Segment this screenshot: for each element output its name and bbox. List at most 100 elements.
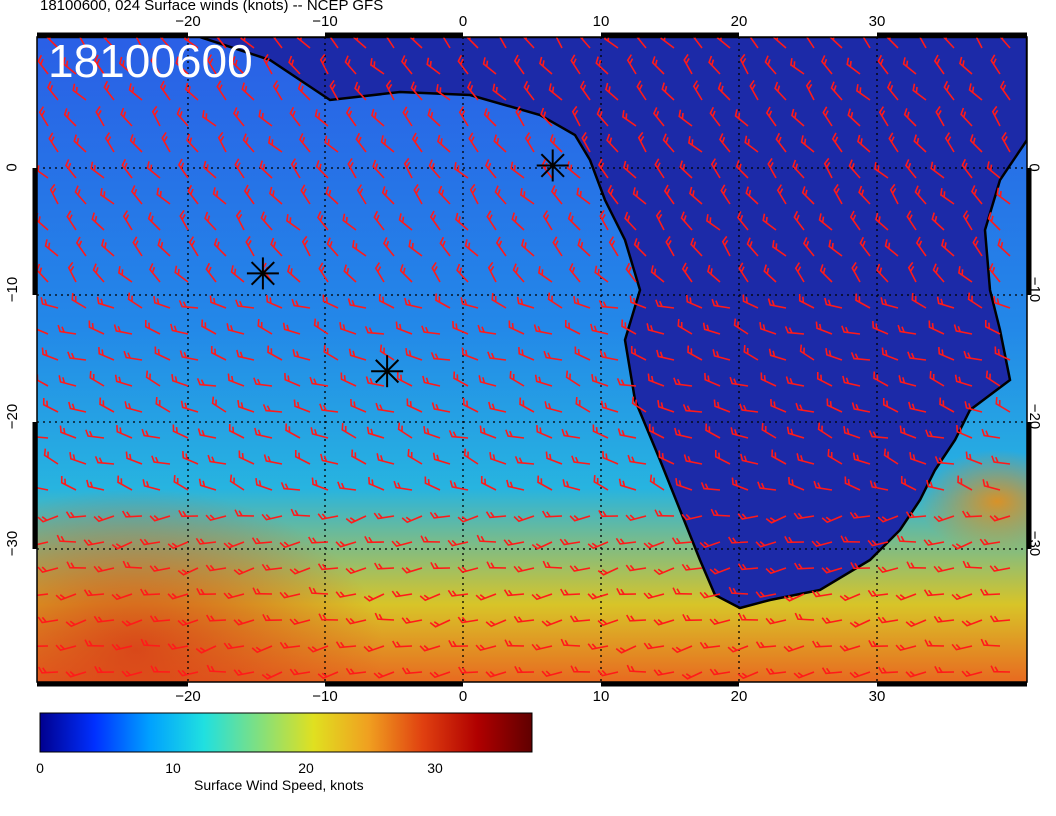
- wind-barb: [849, 511, 871, 519]
- wind-barb: [149, 515, 171, 522]
- wind-barb: [740, 453, 759, 465]
- wind-barb: [286, 214, 301, 231]
- wind-barb: [954, 374, 973, 387]
- wind-barb: [594, 265, 609, 283]
- wind-barb: [704, 373, 721, 387]
- wind-barb: [522, 37, 535, 49]
- wind-barb: [290, 158, 301, 179]
- wind-barb: [223, 541, 245, 549]
- wind-barb: [491, 293, 507, 309]
- wind-barb: [824, 297, 843, 309]
- wind-barb: [187, 184, 199, 205]
- wind-barb: [102, 37, 115, 49]
- wind-barb: [233, 669, 255, 676]
- wind-barb: [683, 54, 693, 75]
- wind-barb: [681, 671, 703, 680]
- wind-barb: [533, 324, 553, 335]
- wind-barb: [534, 374, 553, 387]
- wind-barb: [290, 508, 311, 517]
- wind-barb: [964, 401, 983, 413]
- wind-barb: [37, 54, 49, 75]
- wind-barb: [536, 425, 553, 439]
- wind-barb: [653, 619, 675, 626]
- wind-barb: [570, 54, 581, 75]
- wind-barb: [141, 428, 161, 439]
- wind-barb: [523, 80, 535, 101]
- wind-barb: [370, 58, 385, 75]
- wind-barb: [287, 264, 301, 283]
- wind-barb: [407, 449, 423, 465]
- wind-barb: [373, 210, 385, 231]
- wind-barb: [479, 425, 497, 439]
- wind-barb: [895, 593, 917, 601]
- wind-barb: [429, 619, 451, 628]
- wind-barb: [37, 539, 49, 547]
- wind-barb: [234, 158, 245, 179]
- wind-barb: [204, 211, 217, 231]
- wind-barb: [967, 292, 983, 309]
- wind-barb: [335, 541, 357, 548]
- wind-barb: [997, 238, 1011, 257]
- wind-barb: [765, 617, 787, 625]
- wind-barb: [196, 587, 217, 596]
- wind-barb: [884, 239, 899, 257]
- wind-barb: [926, 479, 945, 491]
- wind-barb: [618, 478, 637, 491]
- wind-barb: [469, 183, 479, 205]
- wind-barb: [969, 134, 983, 153]
- wind-barb: [37, 639, 49, 648]
- wind-barb: [261, 671, 283, 680]
- wind-barb: [851, 402, 871, 413]
- wind-barb: [934, 665, 955, 674]
- wind-barb: [476, 534, 497, 543]
- wind-barb: [631, 396, 647, 413]
- wind-barb: [593, 475, 609, 491]
- wind-barb: [325, 186, 339, 205]
- station-marker-station-2: [246, 257, 279, 290]
- wind-barb: [142, 479, 161, 491]
- wind-barb: [254, 427, 273, 439]
- wind-barb: [310, 427, 329, 439]
- wind-barb: [427, 108, 441, 127]
- wind-barb: [566, 161, 581, 179]
- wind-barb: [150, 665, 171, 673]
- wind-barb: [266, 295, 283, 309]
- wind-barb: [37, 430, 49, 439]
- wind-barb: [822, 106, 833, 127]
- wind-barb: [941, 238, 955, 257]
- wind-barb: [92, 263, 105, 283]
- wind-barb: [67, 261, 77, 283]
- wind-barb: [241, 82, 255, 101]
- wind-barb: [100, 188, 115, 205]
- wind-barb: [875, 212, 889, 231]
- wind-barb: [59, 425, 77, 439]
- wind-barb: [576, 187, 591, 205]
- wind-barb: [177, 158, 189, 179]
- lon-tick-bottom-1: −20: [175, 688, 201, 705]
- wind-barb: [821, 617, 843, 624]
- wind-barb: [66, 561, 87, 569]
- wind-barb: [744, 135, 759, 153]
- wind-barb: [457, 54, 469, 75]
- wind-barb: [405, 348, 423, 361]
- wind-barb: [569, 515, 591, 522]
- wind-barb: [213, 238, 227, 257]
- wind-barb: [188, 236, 199, 257]
- wind-barb: [671, 537, 693, 545]
- wind-barb: [121, 158, 133, 179]
- wind-barb: [794, 262, 805, 283]
- wind-barb: [811, 540, 833, 548]
- wind-barb: [516, 296, 535, 309]
- wind-barb: [86, 479, 105, 491]
- wind-barb: [615, 645, 637, 654]
- wind-barb: [692, 80, 703, 101]
- wind-barb: [329, 80, 339, 101]
- wind-barb: [347, 158, 357, 179]
- wind-barb: [421, 325, 441, 335]
- wind-barb: [850, 561, 871, 570]
- wind-barb: [289, 567, 311, 575]
- wind-barb: [223, 592, 245, 600]
- wind-barb: [878, 666, 899, 674]
- colorbar-tick-10: 10: [165, 760, 181, 776]
- wind-barb: [626, 664, 647, 673]
